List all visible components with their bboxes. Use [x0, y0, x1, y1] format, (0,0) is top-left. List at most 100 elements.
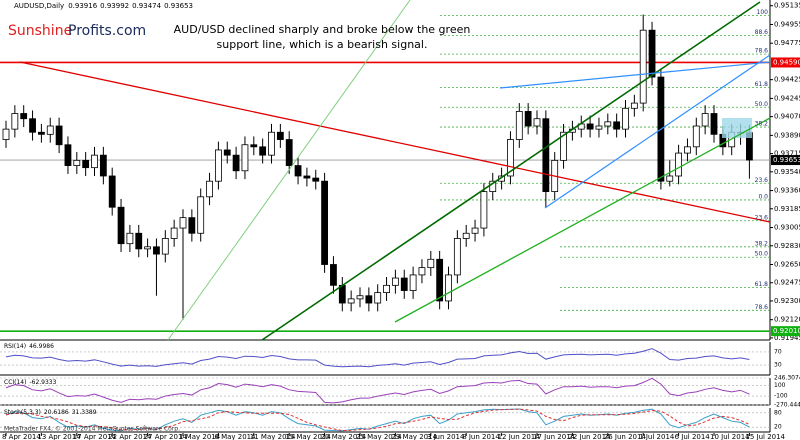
y-tick-label: 0.94775: [774, 39, 800, 47]
y-tick-label: 0.94245: [774, 94, 800, 102]
fib-label: 100: [757, 9, 769, 16]
candle-body: [383, 284, 390, 294]
candle-body: [462, 232, 470, 239]
fib-label: 38.2: [755, 240, 769, 247]
candle-body: [489, 180, 497, 193]
candle-body: [560, 131, 567, 161]
x-tick-label: 6 Jul 2014: [675, 433, 711, 440]
candle-body: [613, 121, 621, 130]
indicator-header-part: 31.3389: [72, 409, 97, 416]
green-support-line: [394, 117, 771, 323]
candle-body: [73, 159, 81, 166]
x-tick-label: 27 Apr 2014: [144, 433, 188, 440]
candle-body: [232, 154, 240, 172]
x-tick-label: 1 May 2014: [179, 433, 221, 440]
candle-body: [365, 295, 373, 304]
y-tick-label: -270.4442: [774, 402, 800, 409]
indicator-header-part: Stoch(5,3,3): [4, 409, 41, 416]
candle-body: [321, 180, 329, 265]
price-label: 0.94590: [773, 58, 800, 66]
y-tick-label: -100: [774, 393, 788, 400]
candle-body: [161, 238, 169, 255]
candle-body: [64, 144, 72, 166]
x-tick-label: 12 Jun 2014: [498, 433, 541, 440]
candle-body: [436, 258, 444, 302]
candle-body: [586, 123, 594, 130]
candle-body: [445, 274, 452, 302]
fib-label: 0.0: [758, 193, 768, 200]
y-tick-label: 30: [774, 362, 782, 369]
candle-body: [374, 292, 382, 304]
x-tick-label: 13 Apr 2014: [37, 433, 81, 440]
candle-body: [188, 217, 196, 234]
x-tick-label: 10 Jul 2014: [710, 433, 750, 440]
indicator-line: [5, 377, 750, 404]
logo-profits: Profits.com: [68, 23, 146, 39]
indicator-header-part: 46.9986: [29, 343, 54, 350]
candle-body: [684, 146, 691, 154]
y-tick-label: 0.94425: [774, 76, 800, 84]
candle-body: [117, 206, 125, 245]
x-tick-label: 8 Apr 2014: [2, 433, 41, 440]
candle-body: [91, 154, 98, 169]
candle-body: [99, 154, 107, 177]
indicator-header: CCI(14) -62.9333: [4, 379, 57, 386]
y-tick-label: 0.92475: [774, 279, 800, 287]
fib-label: 23.6: [755, 214, 769, 221]
price-label-box: [771, 326, 800, 337]
candle-body: [2, 128, 10, 140]
last-high: 0.93992: [100, 2, 129, 10]
candle-body: [330, 264, 337, 286]
candle-body: [347, 298, 355, 304]
fib-label: 23.6: [755, 177, 769, 184]
fib-label: 38.2: [755, 121, 769, 128]
candle-body: [400, 277, 408, 291]
candle-body: [338, 284, 346, 304]
candle-body: [471, 227, 479, 234]
x-tick-label: 6 May 2014: [214, 433, 256, 440]
candle-body: [108, 175, 116, 208]
candle-body: [206, 180, 213, 198]
x-tick-label: 22 Jun 2014: [568, 433, 611, 440]
candle-body: [55, 125, 63, 146]
candle-body: [427, 258, 435, 269]
indicator-header: RSI(14) 46.9986: [4, 343, 54, 350]
indicator-line: [5, 348, 750, 368]
fib-label: 88.6: [755, 29, 769, 36]
candle-body: [170, 227, 178, 239]
candle-body: [480, 191, 488, 229]
light-green-line: [167, 0, 411, 341]
candle-body: [179, 217, 187, 229]
fib-label: 61.8: [755, 81, 769, 88]
candle-body: [241, 144, 249, 172]
candle-body: [418, 267, 426, 276]
y-tick-label: 0.91945: [774, 334, 800, 342]
x-tick-label: 3 Jun 2014: [427, 433, 465, 440]
last-close: 0.93653: [164, 2, 193, 10]
last-open: 0.93916: [68, 2, 97, 10]
candle-body: [46, 125, 54, 135]
candle-body: [214, 149, 222, 182]
red-resistance-line: [19, 61, 771, 223]
candle-body: [285, 139, 293, 166]
y-tick-label: 20: [774, 424, 782, 431]
candle-body: [622, 107, 629, 130]
candle-body: [701, 113, 709, 127]
candle-body: [507, 139, 514, 177]
blue-line: [544, 54, 771, 209]
indicator-header-part: RSI(14): [4, 343, 26, 350]
candle-layer: [2, 14, 753, 432]
candle-body: [144, 246, 152, 250]
candle-body: [250, 144, 258, 148]
candle-body: [82, 159, 90, 169]
candle-body: [639, 29, 647, 104]
